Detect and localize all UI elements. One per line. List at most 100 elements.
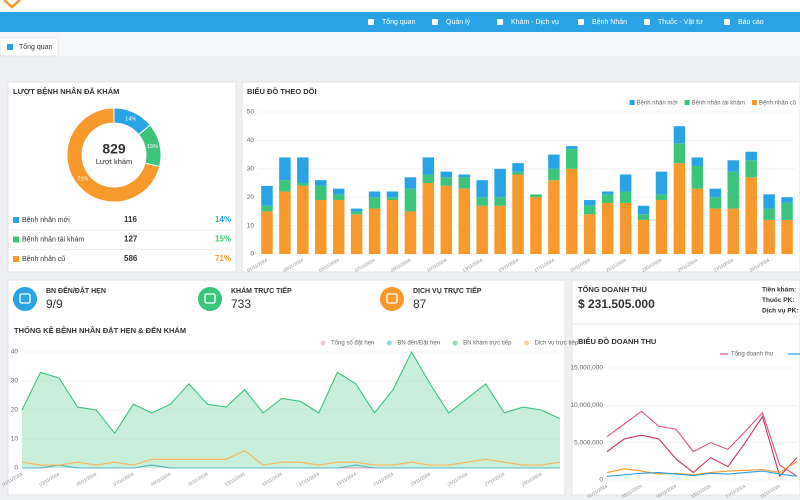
bar-segment (350, 211, 363, 215)
bar-segment (368, 208, 381, 254)
line (606, 460, 798, 476)
nav-icon[interactable] (578, 19, 584, 25)
bar-segment (458, 177, 470, 189)
breakdown-label: Tiền khám: (762, 285, 796, 294)
stat-label: DỊCH VỤ TRỰC TIẾP (413, 285, 482, 295)
bar-segment (440, 177, 453, 186)
area (22, 352, 560, 468)
panel (7, 279, 566, 496)
bar-segment (404, 211, 417, 254)
stat-label: BN ĐẾN/ĐẶT HẸN (46, 285, 106, 295)
stat-icon (13, 287, 37, 311)
breakdown-label: Thuốc PK: (762, 296, 795, 304)
nav-item[interactable]: Thuốc - Vật tư (658, 17, 703, 26)
bar-segment (727, 171, 739, 209)
y-tick-label: 40 (11, 349, 19, 356)
bar-segment (745, 160, 757, 178)
bar-segment (476, 197, 488, 206)
bar-segment (422, 174, 435, 183)
tab-label[interactable]: Tổng quan (19, 43, 53, 51)
bar-segment (763, 219, 775, 254)
bar-segment (512, 171, 524, 175)
nav-icon[interactable] (724, 19, 730, 25)
bar-segment (422, 157, 435, 175)
y-tick-label: 20 (247, 194, 255, 201)
panel-title: LƯỢT BỆNH NHÂN ĐÃ KHÁM (13, 87, 119, 96)
bar-segment (261, 205, 273, 212)
stat-value: 9/9 (46, 297, 63, 311)
bar-segment (512, 163, 524, 172)
bar-segment (279, 191, 291, 254)
donut-slice (66, 107, 161, 203)
bar-segment (584, 205, 596, 215)
bar-segment (637, 219, 650, 254)
bar-segment (781, 219, 793, 254)
legend-swatch (452, 340, 458, 346)
slice-label: 15% (147, 144, 158, 150)
panel-title: TỔNG DOANH THU (578, 285, 647, 294)
row-percent: 15% (215, 235, 231, 244)
row-count: 586 (124, 254, 138, 263)
nav-item[interactable]: Tổng quan (382, 18, 416, 26)
bar-segment (709, 188, 722, 198)
line (22, 464, 560, 469)
row-percent: 71% (215, 254, 231, 263)
bar-segment (494, 168, 506, 198)
bar-segment (332, 200, 345, 254)
bar-segment (548, 180, 560, 254)
legend-swatch (13, 256, 19, 262)
bar-segment (476, 180, 488, 198)
nav-item[interactable]: Bệnh Nhân (592, 19, 627, 26)
bar-segment (781, 197, 793, 203)
stat-label: KHÁM TRỰC TIẾP (231, 285, 292, 295)
slice-label: 71% (77, 177, 88, 183)
bar-segment (673, 163, 686, 254)
y-tick-label: 0 (250, 251, 254, 258)
nav-icon[interactable] (497, 19, 503, 25)
bar-segment (763, 194, 775, 209)
line (606, 470, 798, 477)
bar-segment (279, 157, 291, 181)
bar-segment (368, 197, 381, 209)
bar-segment (691, 165, 704, 189)
bar-segment (530, 197, 542, 254)
y-tick-label: 10 (247, 222, 255, 229)
line (606, 415, 798, 478)
y-tick-label: 10,000,000 (570, 402, 603, 409)
bar-segment (315, 200, 327, 254)
row-count: 116 (124, 215, 137, 224)
nav-item[interactable]: Quản lý (446, 19, 471, 26)
bar-segment (332, 194, 345, 201)
legend-label: Dịch vụ trực tiếp (534, 341, 578, 347)
top-strip (0, 0, 800, 12)
bar-segment (332, 188, 345, 195)
bar-segment (315, 185, 327, 201)
nav-item[interactable]: Khám - Dịch vụ (511, 19, 559, 26)
nav-icon[interactable] (644, 19, 650, 25)
legend-swatch (13, 217, 19, 223)
bar-segment (691, 188, 704, 254)
nav-item[interactable]: Báo cáo (738, 19, 764, 26)
legend-label: Bệnh nhân tái khám (22, 236, 84, 243)
bar-segment (781, 202, 793, 220)
row-count: 127 (124, 235, 138, 244)
nav-icon[interactable] (432, 19, 438, 25)
bar-segment (601, 194, 614, 203)
bar-segment (315, 180, 327, 186)
legend-label: Bệnh nhân mới (22, 217, 70, 224)
tab[interactable] (0, 37, 59, 57)
nav-icon[interactable] (368, 19, 374, 25)
bar-segment (655, 194, 668, 201)
bar-segment (494, 197, 506, 206)
y-tick-label: 15,000,000 (570, 365, 603, 372)
bar-segment (637, 214, 650, 220)
bar-segment (601, 191, 614, 195)
bar-segment (763, 208, 775, 220)
bar-segment (584, 200, 596, 206)
bar-segment (297, 183, 309, 186)
row-percent: 14% (215, 215, 231, 224)
stat-glyph (386, 293, 398, 304)
legend-label: Bệnh nhân cũ (759, 101, 796, 107)
